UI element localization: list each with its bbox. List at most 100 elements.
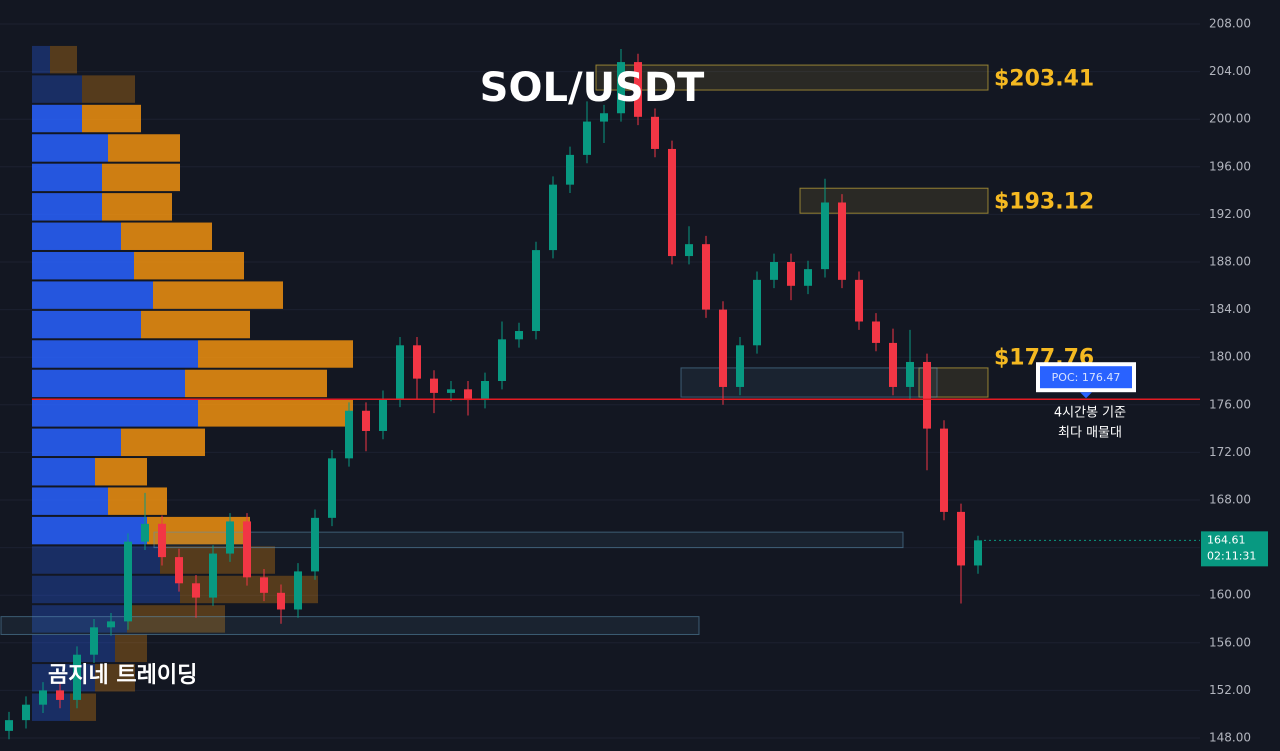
candle-body: [923, 361, 931, 429]
watermark: 곰지네 트레이딩: [48, 663, 197, 688]
y-tick-label: 156.00: [1209, 635, 1251, 649]
candle-body: [974, 540, 982, 566]
profile-bar: [32, 45, 50, 74]
profile-bar: [32, 369, 185, 398]
profile-bar: [121, 428, 205, 457]
y-tick-label: 192.00: [1209, 207, 1251, 221]
candle-body: [481, 381, 489, 401]
y-tick-label: 196.00: [1209, 159, 1251, 173]
candle-body: [957, 511, 965, 566]
profile-bar: [32, 458, 95, 486]
candle-body: [736, 345, 744, 387]
candle-body: [226, 521, 234, 554]
profile-bar: [198, 340, 353, 368]
poc-label: POC: 176.47: [1052, 371, 1121, 384]
countdown: 02:11:31: [1207, 549, 1256, 562]
profile-bar: [185, 369, 327, 398]
candle-body: [940, 428, 948, 512]
profile-bar: [32, 399, 198, 427]
candle-body: [345, 410, 353, 459]
y-tick-label: 180.00: [1209, 350, 1251, 364]
candle-body: [889, 342, 897, 387]
y-tick-label: 204.00: [1209, 64, 1251, 78]
candle-body: [804, 269, 812, 286]
y-tick-label: 152.00: [1209, 683, 1251, 697]
profile-bar: [32, 163, 102, 192]
candle-body: [5, 720, 13, 731]
profile-bar: [95, 664, 135, 692]
y-tick-label: 160.00: [1209, 588, 1251, 602]
profile-bar: [32, 75, 82, 103]
y-tick-label: 176.00: [1209, 397, 1251, 411]
profile-bar: [32, 575, 180, 604]
candle-body: [753, 279, 761, 346]
chart-title: SOL/USDT: [480, 65, 705, 111]
poc-note: 4시간봉 기준: [1054, 406, 1126, 421]
profile-bar: [127, 605, 225, 633]
candle-body: [634, 62, 642, 117]
candle-body: [532, 250, 540, 332]
y-tick-label: 208.00: [1209, 17, 1251, 31]
profile-bar: [95, 458, 147, 486]
candle-body: [141, 523, 149, 542]
profile-bar: [121, 222, 212, 250]
zone-box: [153, 531, 904, 549]
candle-body: [668, 148, 676, 257]
profile-bar: [115, 634, 147, 663]
candle-body: [770, 262, 778, 280]
profile-bar: [32, 281, 153, 309]
profile-bar: [32, 693, 70, 721]
candle-body: [498, 339, 506, 381]
candle-body: [277, 592, 285, 610]
candle-body: [260, 577, 268, 593]
profile-bar: [32, 516, 147, 545]
y-tick-label: 148.00: [1209, 731, 1251, 745]
candle-body: [209, 553, 217, 598]
candle-body: [396, 345, 404, 399]
profile-bar: [32, 104, 82, 133]
profile-bar: [108, 134, 180, 162]
candle-body: [73, 654, 81, 700]
profile-bar: [102, 163, 180, 192]
y-tick-label: 188.00: [1209, 255, 1251, 269]
candle-body: [855, 279, 863, 322]
zone-label: $193.12: [994, 190, 1094, 215]
profile-bar: [82, 104, 141, 133]
candle-body: [90, 627, 98, 655]
candle-body: [583, 121, 591, 155]
profile-bar: [32, 251, 134, 280]
zone-box: [799, 187, 989, 214]
candle-body: [838, 202, 846, 280]
candle-body: [311, 517, 319, 572]
price-axis: 148.00152.00156.00160.00164.00168.00172.…: [984, 17, 1268, 745]
profile-bar: [32, 340, 198, 368]
profile-bar: [32, 134, 108, 162]
profile-bar: [102, 193, 172, 221]
candle-body: [787, 262, 795, 286]
candle-body: [651, 116, 659, 149]
profile-bar: [32, 487, 108, 515]
zone-box: [0, 616, 700, 635]
y-tick-label: 172.00: [1209, 445, 1251, 459]
candle-body: [243, 521, 251, 578]
price-tag: [1201, 531, 1268, 567]
candle-body: [328, 458, 336, 518]
profile-bar: [82, 75, 135, 103]
candle-body: [39, 690, 47, 705]
candle-body: [447, 389, 455, 393]
profile-bar: [32, 546, 160, 574]
candle-body: [430, 378, 438, 393]
candle-body: [685, 244, 693, 257]
y-tick-label: 200.00: [1209, 112, 1251, 126]
poc-box: [1040, 366, 1132, 389]
candle-body: [600, 113, 608, 122]
profile-bar: [50, 45, 77, 74]
candle-body: [872, 321, 880, 343]
candle-body: [22, 704, 30, 721]
price-tag-label: 164.61: [1207, 533, 1246, 546]
candle-body: [294, 571, 302, 610]
poc-note: 최다 매물대: [1058, 426, 1122, 441]
